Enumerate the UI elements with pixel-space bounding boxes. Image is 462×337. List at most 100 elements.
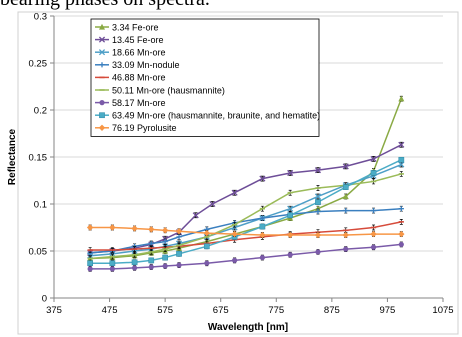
y-tick-label: 0.2 (34, 106, 47, 117)
x-tick-label: 1075 (432, 305, 453, 316)
data-point (287, 169, 294, 177)
data-point (314, 205, 321, 212)
data-point (109, 266, 115, 272)
x-tick-label: 875 (324, 305, 340, 316)
x-tick-label: 775 (268, 305, 284, 316)
series-line (90, 163, 402, 257)
data-point (315, 199, 321, 205)
figure-caption: bearing phases on spectra. (0, 0, 462, 12)
x-tick-label: 375 (46, 305, 62, 316)
data-point (86, 224, 94, 231)
data-point (370, 155, 377, 162)
data-point (370, 207, 377, 214)
y-tick-label: 0.05 (29, 247, 48, 258)
legend-label: 18.66 Mn-ore (112, 48, 166, 58)
data-point (259, 231, 266, 239)
legend-label: 3.34 Fe-ore (112, 22, 159, 32)
legend-box (90, 18, 320, 137)
data-point (204, 260, 210, 266)
legend-label: 13.45 Fe-ore (112, 35, 164, 45)
y-axis-label: Reflectance (7, 128, 18, 185)
x-axis-label: Wavelength [nm] (208, 322, 288, 333)
data-point (109, 224, 116, 231)
y-tick-label: 0.25 (29, 59, 48, 70)
data-point (231, 189, 238, 196)
data-point (370, 230, 377, 238)
data-point (314, 231, 322, 239)
data-point (398, 161, 405, 168)
legend-label: 76.19 Pyrolusite (112, 123, 177, 133)
data-point (398, 156, 405, 163)
legend: 3.34 Fe-ore 13.45 Fe-ore 18.66 Mn-ore 33.09… (90, 18, 320, 137)
data-point (176, 234, 182, 240)
data-point (398, 230, 405, 238)
data-point (315, 208, 321, 215)
data-point (176, 250, 182, 257)
data-point (131, 225, 138, 232)
series-line (90, 98, 403, 260)
data-point (314, 167, 322, 174)
data-point (259, 223, 266, 230)
x-tick-label: 975 (379, 305, 395, 316)
data-point (148, 264, 154, 270)
data-point (343, 207, 349, 214)
data-point (87, 266, 93, 272)
plot-frame (17, 11, 459, 335)
data-point (131, 265, 138, 271)
legend-marker (98, 49, 106, 56)
y-tick-label: 0.15 (29, 153, 48, 164)
data-point (203, 229, 211, 237)
legend-marker (98, 124, 106, 131)
legend-marker (99, 100, 105, 106)
data-point (162, 263, 168, 269)
legend-marker (98, 36, 106, 43)
series-8 (86, 224, 405, 239)
data-point (161, 227, 169, 234)
data-point (148, 257, 155, 264)
data-point (342, 193, 349, 200)
data-point (175, 228, 183, 235)
data-point (370, 170, 377, 176)
y-tick-label: 0 (42, 294, 47, 305)
data-point (398, 95, 405, 102)
data-point (232, 257, 238, 263)
series-1 (87, 141, 405, 256)
series-line (90, 243, 402, 270)
series-line (90, 173, 402, 260)
data-point (148, 226, 155, 233)
legend-label: 58.17 Mn-ore (112, 98, 166, 108)
series-line (90, 144, 402, 254)
data-point (131, 259, 138, 266)
data-point (398, 241, 404, 248)
data-point (342, 184, 349, 190)
data-point (342, 163, 349, 170)
data-point (342, 231, 349, 239)
data-point (259, 175, 266, 182)
x-tick-label: 475 (102, 305, 118, 316)
data-point (209, 200, 216, 208)
data-point (398, 141, 405, 148)
data-point (287, 212, 294, 219)
data-point (315, 249, 321, 255)
series-6 (87, 241, 404, 272)
legend-marker (99, 112, 105, 119)
data-point (314, 193, 322, 200)
data-point (370, 244, 377, 250)
x-tick-label: 675 (213, 305, 229, 316)
legend-label: 50.11 Mn-ore (hausmannite) (112, 85, 225, 95)
data-point (287, 252, 293, 258)
data-point (87, 260, 93, 267)
data-point (176, 262, 182, 268)
legend-label: 63.49 Mn-ore (hausmannite, braunite, and… (112, 111, 320, 121)
data-point (109, 260, 116, 267)
legend-label: 33.09 Mn-nodule (112, 60, 180, 70)
data-point (148, 240, 154, 247)
data-point (259, 254, 265, 261)
data-point (398, 206, 404, 212)
data-point (343, 246, 349, 252)
data-point (162, 239, 168, 245)
legend-label: 46.88 Mn-ore (112, 73, 166, 83)
y-tick-label: 0.1 (34, 200, 47, 211)
series-group (86, 95, 405, 272)
